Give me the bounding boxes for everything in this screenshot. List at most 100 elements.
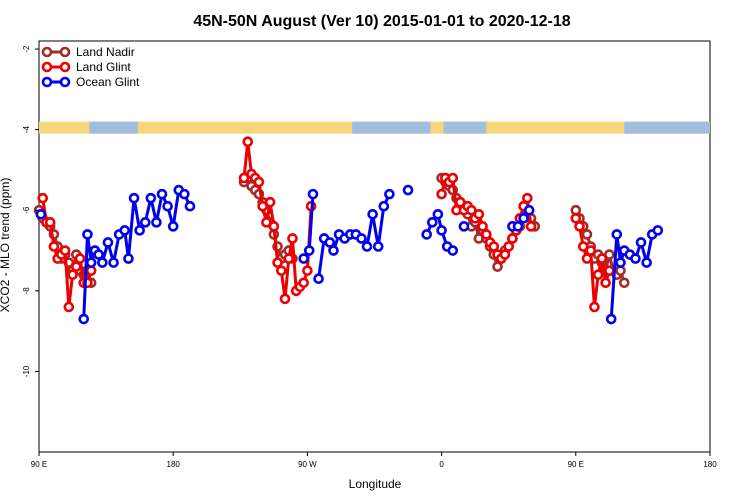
legend-label: Land Glint (76, 60, 131, 74)
data-point (473, 208, 485, 220)
data-point (421, 229, 432, 240)
data-point (78, 313, 90, 325)
ocean-band-segment (443, 121, 487, 134)
data-point (37, 192, 49, 204)
data-point (123, 253, 134, 264)
data-point (499, 249, 511, 260)
y-tick-label: -6 (22, 206, 31, 214)
chart-title: 45N-50N August (Ver 10) 2015-01-01 to 20… (193, 13, 570, 30)
data-point (102, 237, 114, 248)
data-point (600, 277, 611, 289)
data-point (447, 172, 459, 184)
x-tick-label: 0 (439, 460, 444, 469)
data-point (328, 245, 339, 256)
data-point (481, 229, 492, 240)
data-point (432, 208, 444, 220)
legend-swatch-marker (59, 46, 71, 58)
data-point (167, 221, 179, 232)
series-line (242, 140, 313, 301)
legend-label: Land Nadir (76, 45, 135, 59)
data-point (581, 229, 593, 240)
data-point (589, 301, 600, 313)
data-point (298, 253, 309, 264)
data-point (605, 313, 617, 325)
data-point (378, 200, 390, 212)
data-point (184, 200, 196, 212)
data-point (313, 273, 324, 285)
data-point (97, 257, 108, 268)
data-point (466, 204, 477, 216)
plot-frame (38, 40, 711, 453)
data-point (615, 257, 626, 268)
legend-swatch-marker (59, 76, 71, 88)
data-point (303, 245, 315, 256)
data-point (302, 265, 313, 276)
x-axis: 90 E 180 90 W 0 90 E 180 (31, 452, 717, 469)
legend-swatch-marker (41, 76, 53, 88)
data-point (119, 225, 131, 236)
y-tick-label: -2 (22, 45, 31, 53)
legend-swatch-marker (41, 46, 53, 58)
data-point (570, 212, 582, 224)
data-point (35, 208, 47, 220)
data-point (522, 192, 533, 204)
data-point (151, 217, 162, 228)
data-point (581, 253, 593, 264)
data-point (298, 277, 309, 289)
y-axis: -2 -4 -6 -8 -10 (22, 45, 39, 377)
data-point (585, 245, 597, 256)
data-point (48, 241, 60, 252)
ocean-band-segment (624, 121, 710, 134)
data-point (512, 221, 524, 232)
data-point (604, 265, 615, 276)
data-point (503, 241, 515, 252)
data-point (384, 188, 395, 200)
data-point (70, 261, 82, 272)
data-point (454, 196, 466, 208)
data-point (63, 301, 75, 313)
data-point (82, 229, 93, 240)
y-tick-label: -4 (22, 126, 31, 134)
series-layer (33, 136, 664, 325)
data-point (436, 225, 447, 236)
data-point (156, 188, 168, 200)
data-point (264, 196, 276, 208)
data-point (367, 208, 378, 220)
data-point (139, 217, 151, 228)
data-point (618, 277, 630, 289)
data-point (523, 204, 535, 216)
x-tick-label: 180 (167, 460, 181, 469)
data-point (518, 212, 529, 224)
ocean-band-segment (89, 121, 138, 134)
data-point (447, 245, 459, 256)
data-point (179, 188, 190, 200)
data-point (525, 221, 537, 232)
data-point (93, 249, 104, 260)
data-point (372, 241, 384, 252)
data-point (361, 241, 373, 252)
data-point (238, 172, 250, 184)
data-point (356, 233, 367, 244)
series-line (574, 217, 611, 309)
data-point (436, 188, 447, 200)
series-land-glint (37, 136, 615, 313)
x-tick-label: 90 W (298, 460, 317, 469)
data-point (67, 269, 78, 281)
data-point (85, 257, 97, 268)
data-point (272, 257, 283, 268)
data-point (257, 200, 268, 212)
data-point (492, 261, 503, 272)
data-point (44, 217, 56, 228)
data-point (242, 136, 254, 148)
data-point (402, 184, 414, 196)
data-point (134, 225, 145, 236)
ocean-band-segment (352, 121, 431, 134)
data-point (611, 229, 623, 240)
plot-border (38, 40, 711, 453)
x-tick-label: 90 E (568, 460, 584, 469)
data-point (74, 253, 86, 264)
x-tick-label: 180 (703, 460, 717, 469)
data-point (630, 253, 641, 264)
data-point (426, 217, 438, 228)
